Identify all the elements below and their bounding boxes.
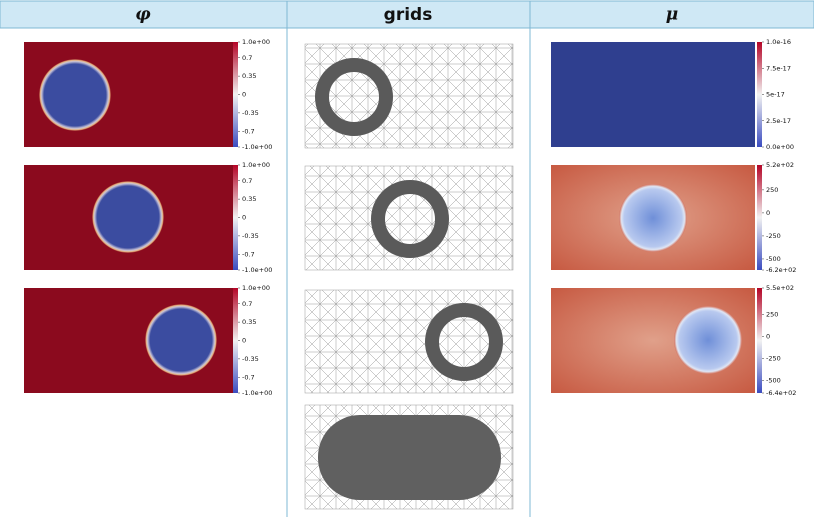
colorbar-label: 0	[242, 337, 246, 345]
header-grids: grids	[384, 5, 433, 25]
grid-panel	[304, 43, 514, 149]
colorbar-label: 0.7	[242, 177, 252, 185]
colorbar-label: -500	[766, 255, 781, 263]
colorbar-label: 0.7	[242, 300, 252, 308]
colorbar-label: -1.0e+00	[242, 266, 272, 274]
colorbar	[233, 288, 238, 393]
phi-panel	[24, 165, 233, 270]
colorbar-label: 1.0e+00	[242, 284, 270, 292]
colorbar-label: 250	[766, 186, 778, 194]
colorbar-label: -0.35	[242, 109, 259, 117]
mu-panel	[551, 165, 755, 270]
phi-panel	[24, 288, 233, 393]
colorbars: 1.0e+00 0.7 0.35 0 -0.35 -0.7 -1.0e+00 1.0e+00 0…	[233, 38, 796, 397]
colorbar-label: -0.35	[242, 355, 259, 363]
colorbar-label: 5e-17	[766, 91, 785, 99]
colorbar-label: 5.2e+02	[766, 161, 794, 169]
colorbar-label: -500	[766, 377, 781, 385]
colorbar	[233, 165, 238, 270]
colorbar-label: 1.0e-16	[766, 38, 791, 46]
colorbar-label: -6.4e+02	[766, 389, 796, 397]
phi-panel	[24, 42, 233, 147]
colorbar-label: 250	[766, 310, 778, 318]
colorbar-label: 5.5e+02	[766, 284, 794, 292]
colorbar-label: 0	[242, 91, 246, 99]
colorbar	[757, 288, 762, 393]
colorbar-label: 2.5e-17	[766, 117, 791, 125]
grid-panel	[304, 289, 514, 394]
colorbar	[757, 42, 762, 147]
colorbar-label: 0	[766, 209, 770, 217]
colorbar-label: 0	[242, 214, 246, 222]
mu-panel	[551, 42, 755, 147]
colorbar-label: 0.35	[242, 195, 256, 203]
colorbar-label: -0.7	[242, 250, 255, 258]
header-bar	[0, 0, 814, 29]
colorbar-label: -0.35	[242, 232, 259, 240]
colorbar-label: 0.7	[242, 54, 252, 62]
grid-panel	[304, 404, 514, 510]
colorbar	[233, 42, 238, 147]
colorbar-label: -1.0e+00	[242, 389, 272, 397]
colorbar-label: 0.0e+00	[766, 143, 794, 151]
colorbar-label: -0.7	[242, 127, 255, 135]
colorbar-label: 0	[766, 333, 770, 341]
colorbar-label: 7.5e-17	[766, 64, 791, 72]
colorbar	[757, 165, 762, 270]
colorbar-label: 1.0e+00	[242, 38, 270, 46]
colorbar-label: 0.35	[242, 72, 256, 80]
header-mu: μ	[666, 5, 678, 25]
mu-panel	[551, 288, 755, 393]
colorbar-label: -0.7	[242, 373, 255, 381]
header-phi: φ	[135, 5, 151, 25]
grid-panel	[304, 165, 514, 271]
colorbar-label: 0.35	[242, 318, 256, 326]
colorbar-label: -1.0e+00	[242, 143, 272, 151]
colorbar-label: -250	[766, 232, 781, 240]
colorbar-label: -6.2e+02	[766, 266, 796, 274]
colorbar-label: 1.0e+00	[242, 161, 270, 169]
colorbar-label: -250	[766, 355, 781, 363]
